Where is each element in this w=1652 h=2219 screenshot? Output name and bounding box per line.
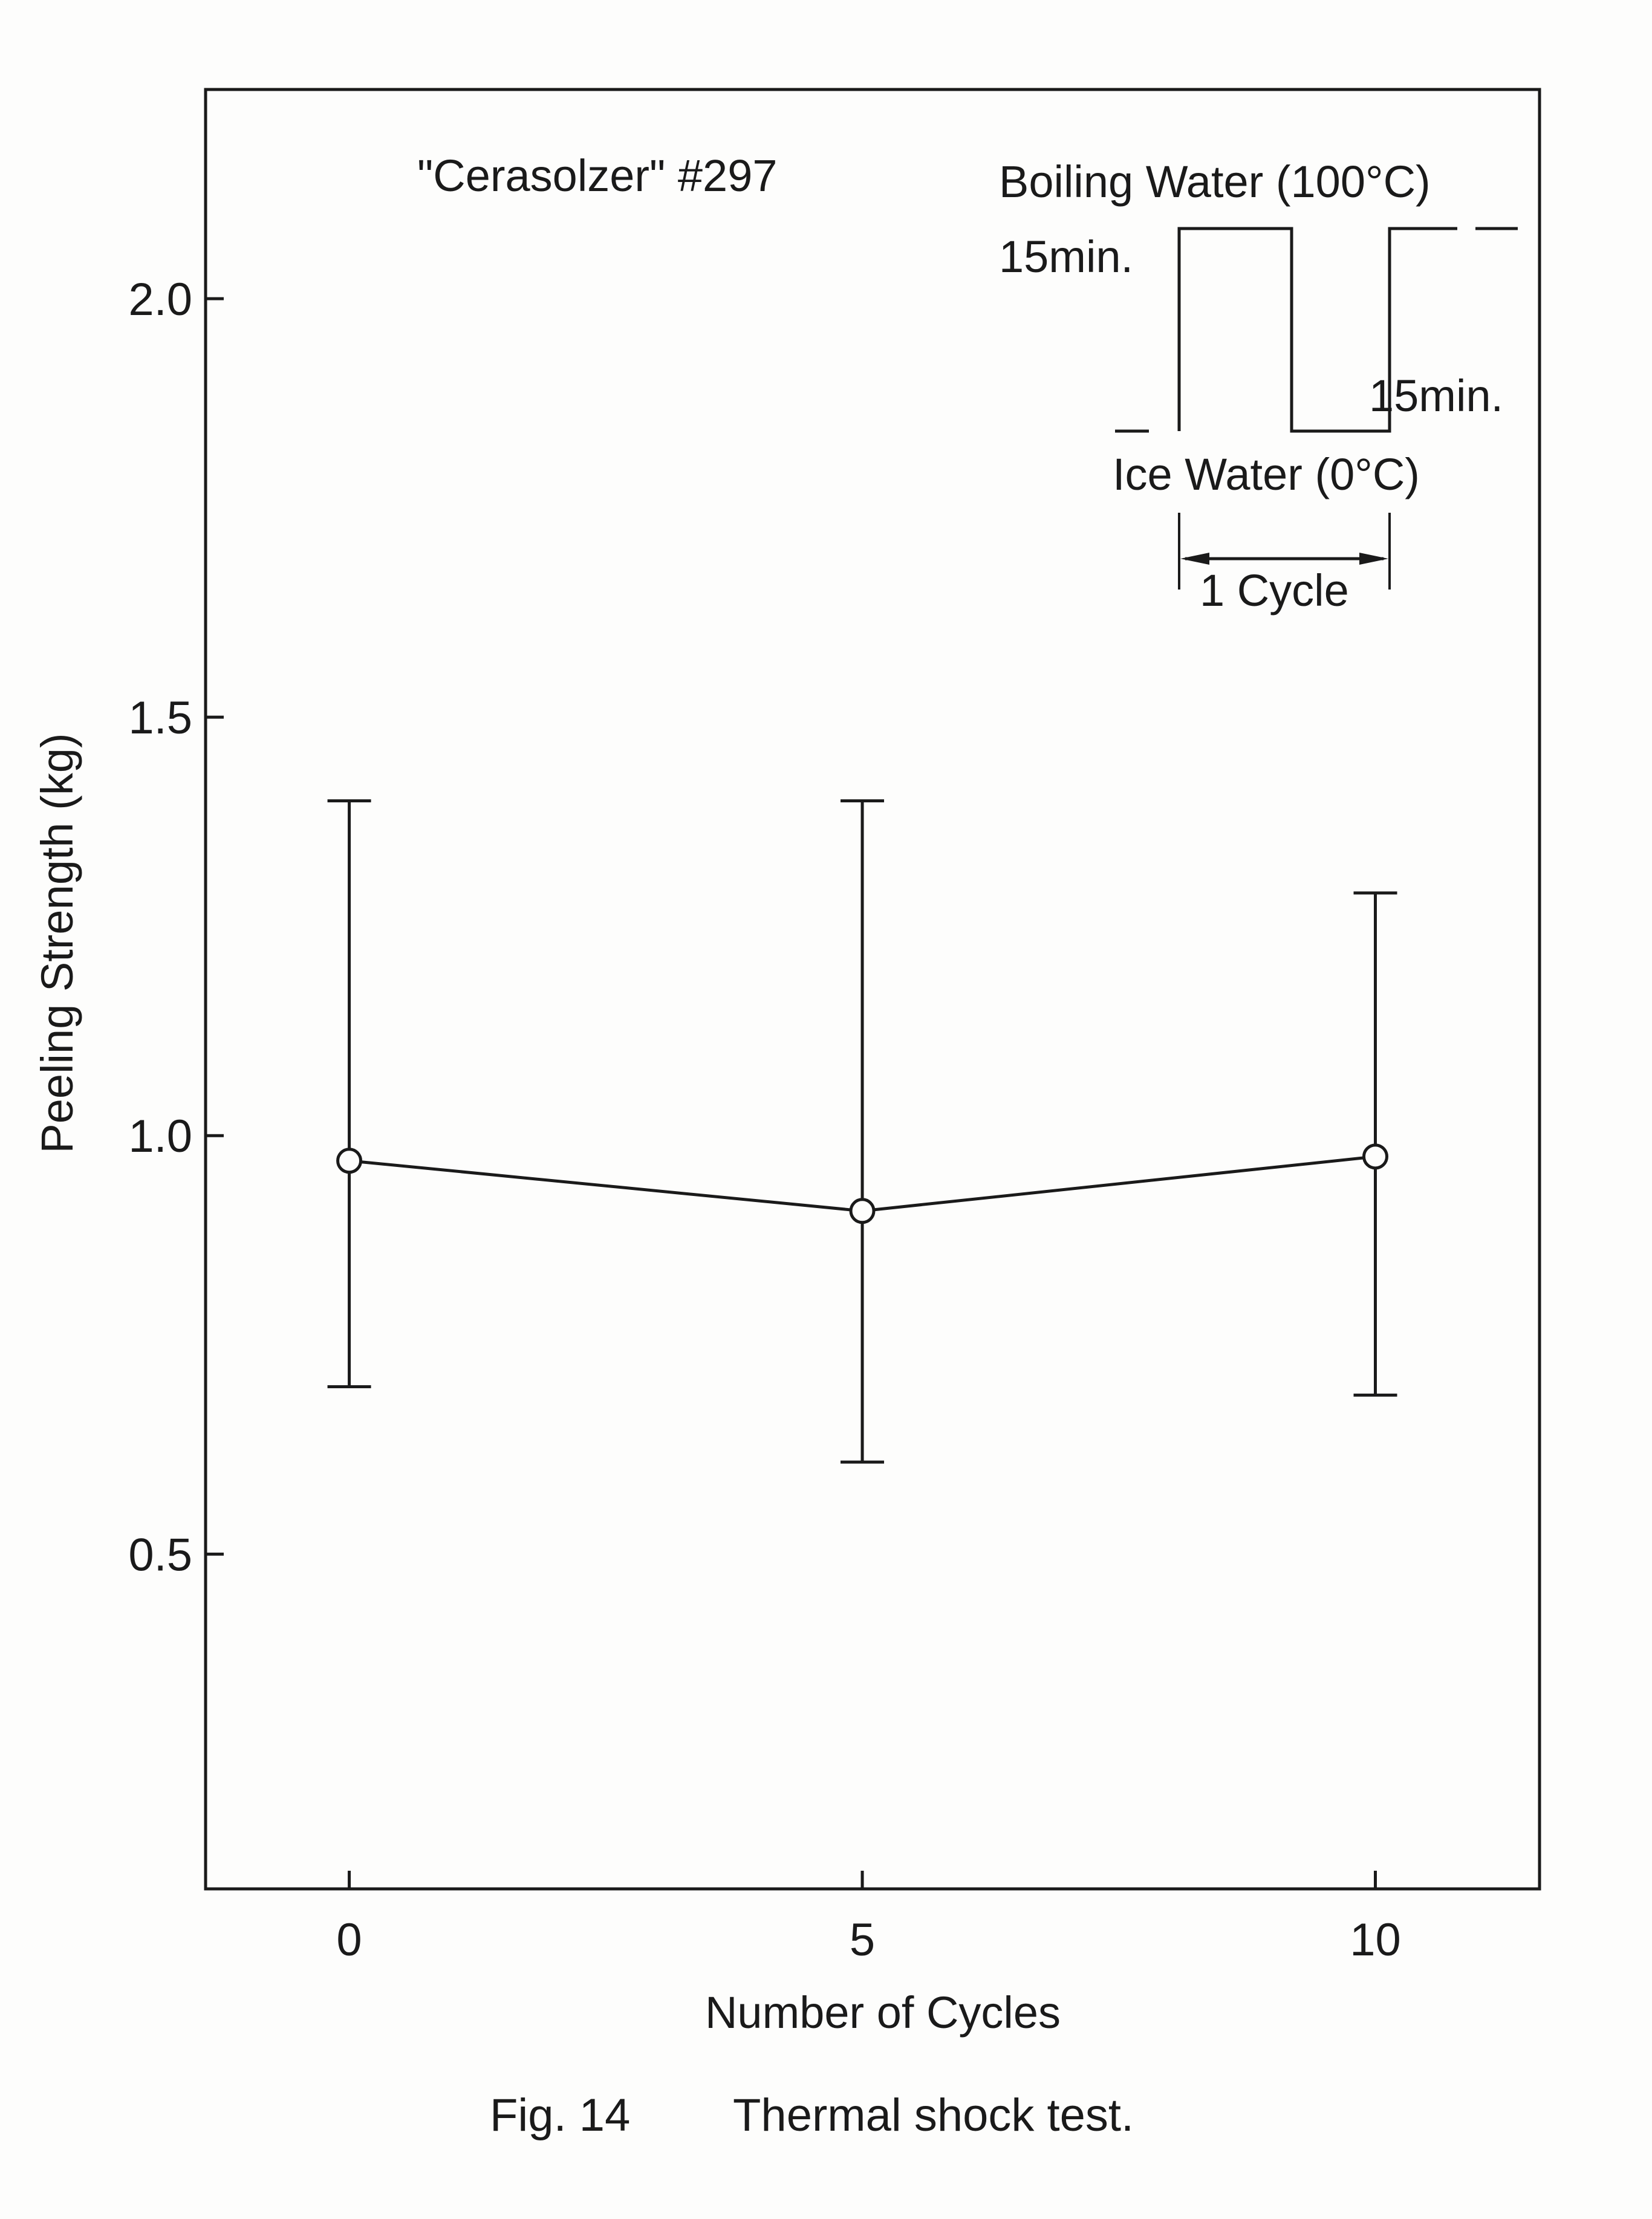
y-axis-label: Peeling Strength (kg) <box>32 733 82 1153</box>
plot-frame <box>204 88 1541 1891</box>
x-axis: 0 5 10 <box>336 1871 1401 1966</box>
figure-number: Fig. 14 <box>490 2090 630 2141</box>
cycle-arrowhead-right <box>1359 553 1388 565</box>
y-tick-label: 1.5 <box>128 692 192 744</box>
y-tick-label: 1.0 <box>128 1111 192 1162</box>
ice-duration-label: 15min. <box>1369 371 1503 421</box>
x-tick-label: 0 <box>336 1914 362 1966</box>
data-series <box>327 799 1397 1464</box>
x-tick-label: 5 <box>850 1914 875 1966</box>
cycle-diagram: Boiling Water (100°C) 15min. 15min. Ice … <box>999 157 1518 616</box>
y-tick-label: 0.5 <box>128 1529 192 1581</box>
boiling-duration-label: 15min. <box>999 232 1133 282</box>
x-axis-label: Number of Cycles <box>705 1987 1061 2038</box>
sample-label: "Cerasolzer" #297 <box>417 151 778 201</box>
data-point <box>336 1148 363 1174</box>
one-cycle-label: 1 Cycle <box>1200 565 1349 616</box>
x-tick-label: 10 <box>1350 1914 1401 1966</box>
data-point <box>849 1198 876 1224</box>
data-point <box>1362 1143 1388 1170</box>
y-tick-label: 2.0 <box>128 274 192 325</box>
figure-caption: Thermal shock test. <box>733 2090 1134 2141</box>
cycle-arrowhead-left <box>1180 553 1209 565</box>
ice-water-label: Ice Water (0°C) <box>1113 449 1420 499</box>
boiling-water-label: Boiling Water (100°C) <box>999 157 1431 207</box>
profile-wave <box>1177 227 1457 433</box>
y-axis: 0.5 1.0 1.5 2.0 <box>128 274 224 1581</box>
